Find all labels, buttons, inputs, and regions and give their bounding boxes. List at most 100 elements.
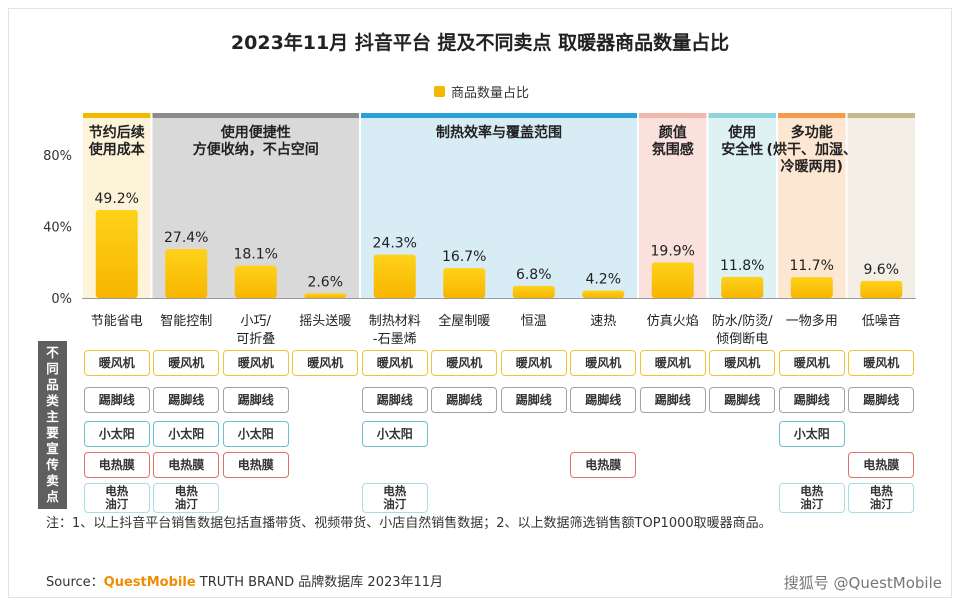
group-top-bar [361,113,637,118]
x-tick-label: 倾倒断电 [716,332,768,347]
bar-value-label: 2.6% [307,274,343,290]
group-label: 使用成本 [88,141,146,158]
tag-taiyang: 小太阳 [361,421,428,447]
tag-fengji: 暖风机 [778,350,845,376]
y-tick-label: 0% [51,292,72,307]
group-label: 使用 [727,124,756,141]
group-label: 多功能 [791,124,833,141]
bar [721,276,764,298]
tag-jiaoxian: 踢脚线 [83,387,150,413]
tag-remo: 电热膜 [222,452,289,478]
tag-jiaoxian: 踢脚线 [639,387,706,413]
tag-jiaoxian: 踢脚线 [361,387,428,413]
x-tick-label: 可折叠 [236,332,275,347]
tag-youting: 电热 油汀 [153,483,220,513]
group-label: 安全性 [721,141,763,158]
group-label: 制热效率与覆盖范围 [436,124,562,141]
tag-jiaoxian: 踢脚线 [848,387,915,413]
tag-fengji: 暖风机 [361,350,428,376]
bar-value-label: 24.3% [373,236,417,252]
tag-taiyang: 小太阳 [153,421,220,447]
side-label: 不同品类主要宣传卖点 [38,341,67,509]
tag-jiaoxian: 踢脚线 [500,387,567,413]
group-top-bar [778,113,846,118]
x-tick-label: 低噪音 [862,313,901,329]
bar [512,285,555,298]
group-band [778,113,846,299]
tag-jiaoxian: 踢脚线 [778,387,845,413]
y-tick-label: 80% [43,149,72,164]
footnote: 注：1、以上抖音平台销售数据包括直播带货、视频带货、小店自然销售数据；2、以上数… [46,516,772,531]
tag-taiyang: 小太阳 [83,421,150,447]
group-label: 方便收纳，不占空间 [193,141,319,158]
tag-taiyang: 小太阳 [222,421,289,447]
bar-value-label: 4.2% [585,271,621,287]
legend-swatch [434,86,445,97]
bar-value-label: 16.7% [442,249,486,265]
tag-youting: 电热 油汀 [778,483,845,513]
watermark-text: 搜狐号 @QuestMobile [783,574,942,592]
group-top-bar [152,113,359,118]
chart-title: 2023年11月 抖音平台 提及不同卖点 取暖器商品数量占比 [230,32,730,54]
tag-fengji: 暖风机 [83,350,150,376]
tag-jiaoxian: 踢脚线 [709,387,776,413]
tag-jiaoxian: 踢脚线 [431,387,498,413]
group-label: 冷暖两用) [781,158,843,175]
legend-label: 商品数量占比 [451,86,530,101]
group-top-bar [639,113,707,118]
x-tick-label: 仿真火焰 [647,314,699,329]
group-label: 颜值 [659,124,687,141]
bar [790,277,833,298]
bar [95,210,138,298]
x-tick-label: 制热材料 [369,314,421,329]
bar-value-label: 9.6% [863,262,899,278]
tag-jiaoxian: 踢脚线 [222,387,289,413]
tag-remo: 电热膜 [153,452,220,478]
bar [860,280,903,298]
tag-fengji: 暖风机 [292,350,359,376]
bar [373,254,416,298]
tag-fengji: 暖风机 [570,350,637,376]
bar-value-label: 11.8% [720,258,764,274]
group-label: 氛围感 [652,141,694,158]
tag-fengji: 暖风机 [639,350,706,376]
x-tick-label: 小巧/ [241,314,272,329]
x-tick-label: -石墨烯 [373,332,417,347]
x-tick-label: 速热 [590,314,616,329]
tag-jiaoxian: 踢脚线 [153,387,220,413]
source-line: Source：QuestMobile TRUTH BRAND 品牌数据库 202… [46,575,444,590]
bar-value-label: 6.8% [516,267,552,283]
group-top-bar [83,113,151,118]
group-label: (烘干、加湿、 [767,141,857,158]
tag-fengji: 暖风机 [709,350,776,376]
x-tick-label: 一物多用 [786,313,838,329]
bar-value-label: 19.9% [651,243,695,259]
group-top-bar [708,113,776,118]
x-tick-label: 恒温 [521,314,547,329]
tag-fengji: 暖风机 [848,350,915,376]
bar-value-label: 27.4% [164,230,208,246]
bar [304,293,347,298]
tag-taiyang: 小太阳 [778,421,845,447]
tag-youting: 电热 油汀 [848,483,915,513]
tag-remo: 电热膜 [848,452,915,478]
tag-fengji: 暖风机 [431,350,498,376]
bar [234,265,277,298]
group-band [708,113,776,299]
group-band [847,113,915,299]
tag-fengji: 暖风机 [153,350,220,376]
x-tick-label: 防水/防烫/ [712,313,773,329]
group-label: 使用便捷性 [220,124,291,141]
y-tick-label: 40% [43,221,72,236]
x-tick-label: 摇头送暖 [299,314,351,329]
bar-value-label: 49.2% [95,191,139,207]
source-brand: QuestMobile [103,575,196,590]
bar [443,268,486,298]
bar-value-label: 18.1% [234,247,278,263]
tag-youting: 电热 油汀 [83,483,150,513]
bar [651,262,694,298]
tag-remo: 电热膜 [570,452,637,478]
tag-jiaoxian: 踢脚线 [570,387,637,413]
tag-youting: 电热 油汀 [361,483,428,513]
